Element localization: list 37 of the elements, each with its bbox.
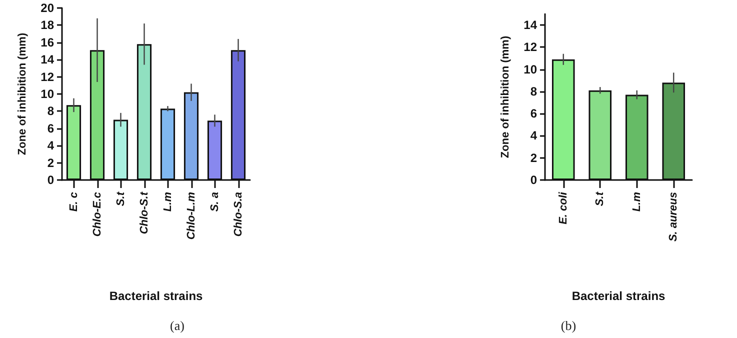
text: (b): [560, 318, 576, 333]
x-tick-label: E. c: [68, 192, 80, 212]
x-axis-title: Bacterial strains: [109, 289, 204, 303]
text: (a): [170, 318, 184, 333]
x-tick-label: Chlo-E.c: [91, 192, 104, 237]
y-tick-label: 18: [40, 18, 54, 32]
x-tick-label: Chlo-S.t: [138, 190, 150, 234]
y-tick-label: 12: [524, 40, 538, 54]
y-tick-label: 4: [47, 138, 54, 153]
y-tick-label: 4: [530, 128, 538, 143]
x-tick-label: S.t: [114, 190, 127, 206]
y-tick-label: 14: [524, 18, 538, 32]
y-tick-label: 0: [47, 173, 54, 187]
y-tick-label: 2: [47, 156, 54, 170]
y-tick-label: 14: [40, 52, 54, 67]
y-axis-title: Zone of inhibition (mm): [16, 32, 28, 156]
y-tick-label: 6: [530, 106, 538, 121]
y-tick-label: 12: [40, 70, 54, 84]
y-tick-label: 6: [47, 121, 54, 136]
y-tick-label: 8: [530, 84, 538, 98]
x-tick-label: Chlo-S.a: [232, 192, 244, 237]
y-tick-label: 10: [524, 62, 538, 76]
x-tick-label: S. a: [208, 192, 221, 212]
y-tick-label: 10: [40, 87, 54, 101]
x-tick-label: L.m: [162, 192, 174, 212]
y-tick-label: 0: [530, 173, 538, 187]
y-axis-title: Zone of inhibition (mm): [500, 36, 512, 158]
x-axis-title: Bacterial strains: [572, 289, 666, 303]
y-tick-label: 20: [40, 1, 54, 15]
x-tick-label: E. coli: [557, 191, 570, 224]
x-tick-label: Chlo-L.m: [185, 192, 198, 240]
x-tick-label: S. aureus: [668, 192, 680, 242]
y-tick-label: 8: [47, 104, 54, 118]
y-tick-label: 2: [530, 150, 538, 165]
x-tick-label: S.t: [594, 190, 606, 206]
y-tick-label: 16: [40, 35, 54, 50]
x-tick-label: L.m: [630, 192, 643, 212]
